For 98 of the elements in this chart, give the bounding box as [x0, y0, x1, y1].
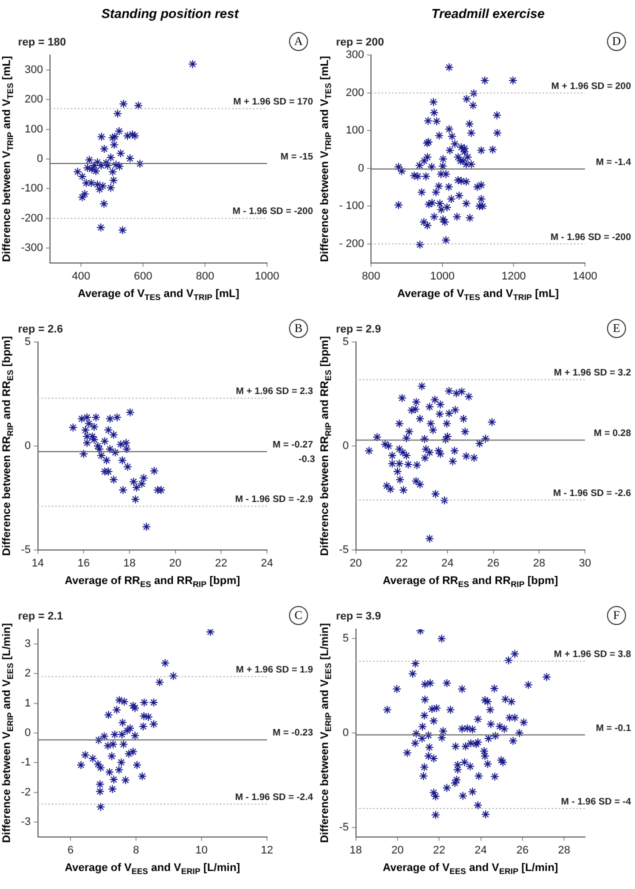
y-tick-label: -5: [339, 544, 349, 556]
x-tick-label: 20: [350, 557, 362, 570]
text: F: [607, 606, 626, 625]
x-tick-label: 28: [533, 557, 546, 570]
y-tick-label: 0: [342, 727, 349, 740]
y-tick-label: 5: [342, 336, 349, 348]
x-axis-title: Average of V$_{E}$$_{ES}$ and V$_{E}$$_{RIP}$ [L/min]: [64, 862, 242, 876]
y-tick-label: 0: [342, 440, 349, 452]
x-tick-label: 1400: [572, 270, 598, 282]
y-tick-label: 100: [346, 124, 364, 137]
text: B: [289, 319, 308, 338]
x-tick-label: 16: [78, 557, 90, 570]
x-axis-title: Average of RR$_{ES}$ and RR$_{RIP}$ [bpm]: [382, 575, 560, 590]
x-tick-label: 20: [169, 557, 182, 570]
x-tick-label: 26: [487, 557, 500, 570]
ref-line-label: M - 1.96 SD = -2.9: [235, 494, 313, 506]
y-tick-label: -5: [339, 821, 349, 834]
x-tick-label: 600: [134, 270, 152, 282]
y-tick-label: -200: [20, 212, 44, 224]
y-tick-label: -1: [21, 756, 31, 769]
ref-line-label: M = -0.23: [272, 728, 313, 739]
y-tick-label: -2: [21, 786, 31, 798]
y-tick-label: -100: [20, 182, 44, 195]
ref-line-label: M = 0.28: [594, 428, 631, 440]
x-axis-title: Average of RR$_{ES}$ and RR$_{RIP}$ [bpm]: [64, 575, 242, 590]
y-tick-label: 0: [24, 727, 31, 740]
x-tick-label: 24: [474, 844, 487, 856]
y-tick-label: 300: [24, 64, 44, 76]
chart-subtitle: Standing position rest: [100, 6, 240, 21]
x-axis-title: Average of V$_{T}$$_{ES}$ and V$_{T}$$_{RIP}$ [mL]: [396, 288, 560, 302]
y-tick-label: 100: [24, 123, 44, 136]
x-tick-label: 30: [578, 557, 592, 570]
ref-line-label: M + 1.96 SD = 170: [233, 96, 313, 108]
y-tick-label: 2: [24, 668, 31, 680]
y-tick-label: 5: [342, 632, 349, 645]
x-tick-label: 800: [196, 270, 214, 282]
chart-title: rep = 180: [18, 36, 66, 49]
y-tick-label: 200: [24, 94, 44, 106]
ref-line-label: M - 1.96 SD = -200: [232, 206, 313, 218]
text: A: [289, 32, 308, 51]
x-tick-label: 20: [391, 844, 404, 856]
x-tick-label: 10: [195, 844, 208, 856]
x-tick-label: 1000: [430, 270, 455, 282]
text: E: [607, 319, 626, 338]
ref-line-label: M + 1.96 SD = 3.2: [554, 367, 631, 378]
text: D: [607, 32, 626, 51]
x-axis-title: Average of V$_{T}$$_{ES}$ and V$_{T}$$_{RIP}$ [mL]: [76, 288, 240, 302]
y-tick-label: 5: [24, 336, 31, 348]
text: -0.3: [298, 454, 315, 466]
x-tick-label: 22: [215, 557, 228, 570]
ref-line-label: M - 1.96 SD = -2.6: [553, 488, 631, 499]
y-tick-label: 0: [36, 153, 44, 166]
y-tick-label: -5: [21, 544, 31, 556]
y-tick-label: 0: [358, 162, 364, 174]
ref-line-label: M = -1.4: [596, 156, 632, 168]
x-tick-label: 1000: [254, 270, 280, 282]
y-tick-label: 200: [346, 86, 364, 99]
ref-line-label: M - 1.96 SD = -200: [550, 232, 631, 243]
chart-subtitle: Treadmill exercise: [430, 6, 546, 21]
ref-line-label: M + 1.96 SD = 1.9: [236, 664, 313, 676]
chart-title: rep = 2.1: [18, 610, 63, 623]
x-tick-label: 22: [396, 557, 408, 570]
ref-line-label: M - 1.96 SD = -4: [561, 796, 632, 808]
x-tick-label: 1200: [501, 270, 526, 282]
x-tick-label: 26: [516, 844, 529, 856]
x-tick-label: 24: [441, 557, 454, 570]
y-tick-label: - 100: [338, 200, 364, 212]
x-tick-label: 22: [433, 844, 446, 856]
y-tick-label: 0: [24, 440, 31, 452]
x-tick-label: 28: [558, 844, 570, 856]
x-tick-label: 12: [260, 844, 274, 856]
y-tick-label: - 200: [338, 238, 364, 250]
x-tick-label: 14: [32, 557, 44, 570]
ref-line-label: M = -0.27: [272, 439, 313, 450]
ref-line-label: M = -15: [280, 151, 314, 162]
x-axis-title: Average of V$_{E}$$_{ES}$ and V$_{E}$$_{RIP}$ [L/min]: [382, 862, 560, 876]
chart-title: rep = 2.6: [18, 324, 63, 336]
x-tick-label: 800: [362, 270, 380, 282]
ref-line-label: M - 1.96 SD = -2.4: [235, 792, 314, 804]
ref-line-label: M + 1.96 SD = 3.8: [554, 649, 631, 660]
y-tick-label: 3: [24, 638, 31, 650]
chart-title: rep = 3.9: [336, 610, 381, 623]
ref-line-label: M + 1.96 SD = 2.3: [236, 386, 313, 398]
x-tick-label: 18: [350, 844, 362, 856]
ref-line-label: M = -0.1: [596, 722, 632, 734]
y-tick-label: -300: [20, 242, 44, 254]
x-tick-label: 6: [67, 844, 74, 856]
y-tick-label: 1: [24, 697, 31, 710]
ref-line-label: M + 1.96 SD = 200: [551, 80, 631, 92]
chart-title: rep = 2.9: [336, 324, 381, 336]
x-tick-label: 18: [123, 557, 136, 570]
x-tick-label: 400: [72, 270, 90, 282]
x-tick-label: 24: [260, 557, 274, 570]
x-tick-label: 8: [132, 844, 140, 856]
y-tick-label: 300: [346, 49, 364, 62]
text: C: [289, 606, 308, 625]
y-tick-label: -3: [21, 816, 31, 828]
chart-title: rep = 200: [336, 36, 384, 49]
